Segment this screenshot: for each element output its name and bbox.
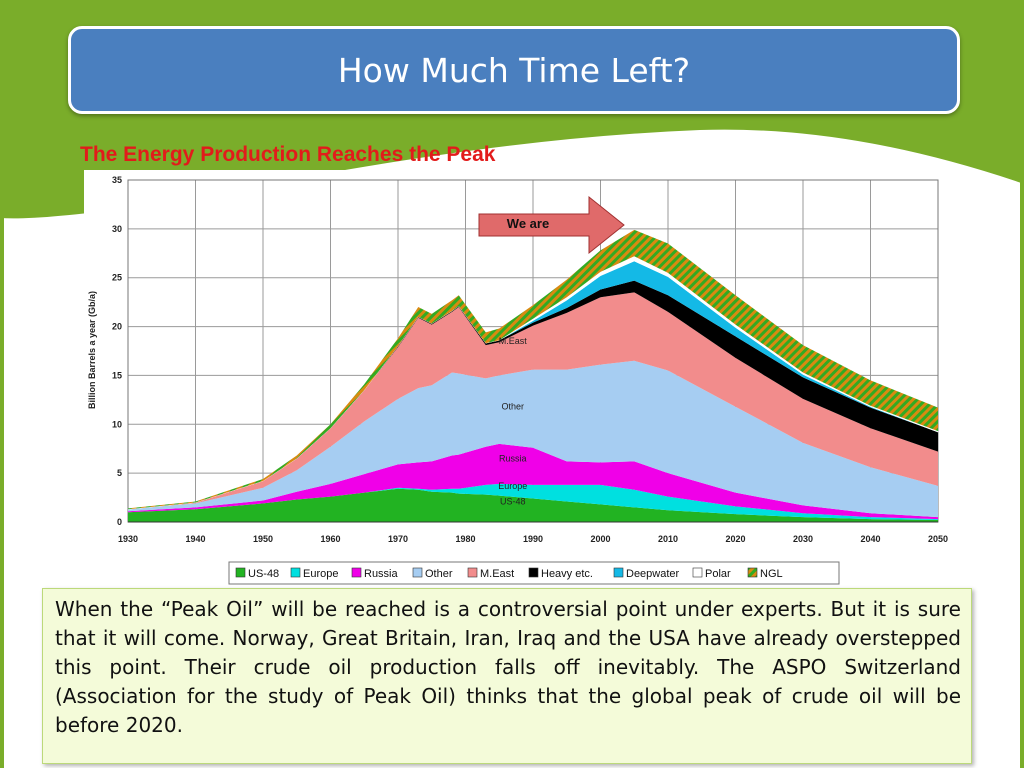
green-left-border [0, 0, 4, 768]
x-tick-label: 2050 [928, 534, 948, 544]
x-tick-label: 1940 [185, 534, 205, 544]
area-series-m-east [128, 292, 938, 510]
y-tick-label: 10 [112, 419, 122, 429]
x-tick-label: 1930 [118, 534, 138, 544]
y-tick-label: 15 [112, 370, 122, 380]
y-tick-label: 20 [112, 322, 122, 332]
y-tick-label: 5 [117, 468, 122, 478]
chart-legend: US-48 Europe Russia Other M.East Heavy etc. De… [228, 561, 840, 585]
legend-swatch [235, 567, 246, 578]
legend-swatch [613, 567, 624, 578]
series-label-other: Other [501, 402, 524, 412]
series-label-us-48: US-48 [500, 496, 526, 506]
y-tick-label: 25 [112, 273, 122, 283]
x-tick-label: 1980 [455, 534, 475, 544]
legend-label: US-48 [248, 568, 279, 580]
series-label-europe: Europe [498, 481, 527, 491]
series-label-russia: Russia [499, 453, 527, 463]
legend-swatch [412, 567, 423, 578]
chart-areas [127, 229, 939, 522]
x-tick-label: 1970 [388, 534, 408, 544]
legend-label: Deepwater [626, 568, 680, 580]
legend-label: NGL [760, 568, 783, 580]
x-tick-label: 1950 [253, 534, 273, 544]
area-series-other [128, 360, 938, 518]
area-series-europe [128, 483, 938, 521]
y-tick-label: 35 [112, 175, 122, 185]
description-box: When the “Peak Oil” will be reached is a… [42, 588, 972, 764]
legend-label: Europe [303, 568, 338, 580]
legend-label: Other [425, 568, 453, 580]
x-tick-label: 1990 [523, 534, 543, 544]
x-tick-label: 1960 [320, 534, 340, 544]
series-label-m-east: M.East [499, 336, 528, 346]
x-tick-label: 2040 [860, 534, 880, 544]
area-series-ngl [128, 229, 938, 510]
area-series-us-48 [128, 488, 938, 522]
y-axis-label: Billion Barrels a year (Gb/a) [87, 291, 97, 409]
green-right-border [1020, 0, 1024, 768]
legend-swatch [290, 567, 301, 578]
chart-axes: 0 5 10 15 20 25 30 35 1930 1940 1950 1960 1970 1980 19… [112, 175, 948, 544]
we-are-arrow: We are [478, 195, 625, 255]
description-text: When the “Peak Oil” will be reached is a… [55, 597, 961, 737]
y-tick-label: 0 [117, 517, 122, 527]
chart-series-labels: US-48 Europe Russia Other M.East [498, 336, 527, 506]
x-tick-label: 2020 [725, 534, 745, 544]
legend-swatch [528, 567, 539, 578]
title-banner: How Much Time Left? [68, 26, 960, 114]
slide-title: How Much Time Left? [337, 50, 691, 90]
x-tick-label: 2000 [590, 534, 610, 544]
oil-production-chart: 0 5 10 15 20 25 30 35 1930 1940 1950 1960 1970 1980 19… [84, 170, 956, 588]
y-tick-label: 30 [112, 224, 122, 234]
x-tick-label: 2010 [658, 534, 678, 544]
we-are-arrow-label: We are [507, 216, 549, 231]
legend-swatch [747, 567, 758, 578]
legend-label: M.East [480, 568, 514, 580]
legend-label: Russia [364, 568, 399, 580]
we-are-arrow-shape [478, 195, 625, 255]
area-series-heavy-etc- [128, 280, 938, 510]
legend-swatch [467, 567, 478, 578]
legend-swatch [692, 567, 703, 578]
x-tick-label: 2030 [793, 534, 813, 544]
legend-swatch [351, 567, 362, 578]
area-series-russia [128, 443, 938, 520]
legend-label: Heavy etc. [541, 568, 593, 580]
legend-label: Polar [705, 568, 731, 580]
chart-subtitle: The Energy Production Reaches the Peak [80, 143, 496, 166]
